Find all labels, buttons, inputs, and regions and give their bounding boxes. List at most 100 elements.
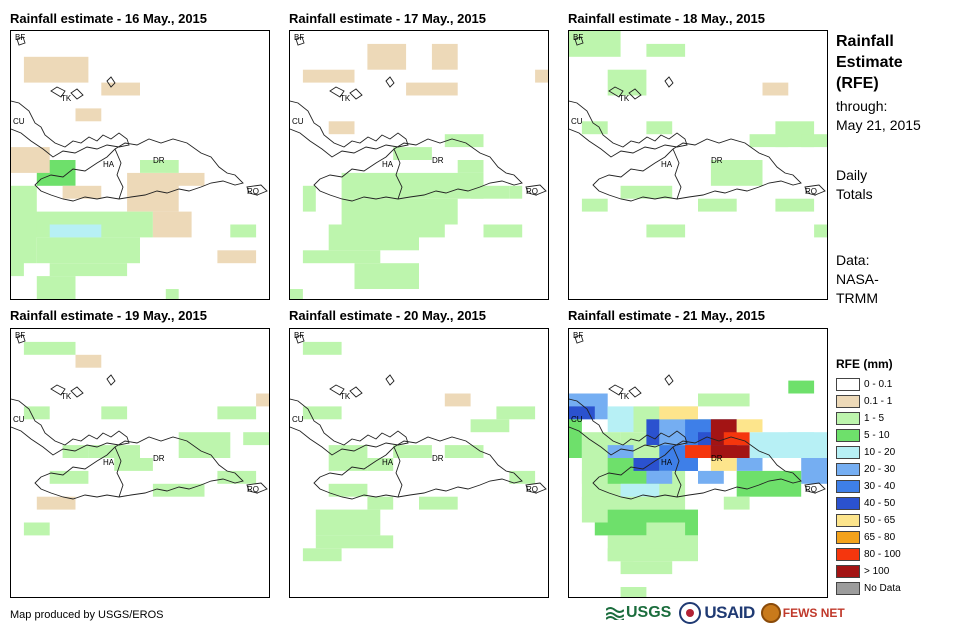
legend-swatch <box>836 565 860 578</box>
coastline <box>11 398 130 456</box>
legend-item: 20 - 30 <box>836 461 901 478</box>
rainfall-cell <box>646 522 686 549</box>
legend-label: 80 - 100 <box>864 549 901 560</box>
panel-title-20may: Rainfall estimate - 20 May., 2015 <box>289 308 487 323</box>
legend-item: No Data <box>836 580 901 597</box>
rainfall-cell <box>367 43 407 70</box>
rainfall-cell <box>256 393 269 407</box>
coastline <box>114 148 124 200</box>
country-label-tk: TK <box>619 94 630 103</box>
rainfall-cell <box>569 406 595 420</box>
rainfall-cell <box>165 289 179 299</box>
rainfall-cell <box>646 121 673 135</box>
legend-label: 0.1 - 1 <box>864 396 893 407</box>
rainfall-cell <box>328 121 355 135</box>
coastline <box>608 86 624 98</box>
map-panel-19may: BF TK CU HA DR RQ <box>10 328 270 598</box>
rainfall-cell <box>581 121 608 135</box>
rainfall-cell <box>230 224 257 238</box>
rainfall-cell <box>698 198 737 212</box>
map-panel-16may: BF TK CU HA DR RQ <box>10 30 270 300</box>
legend-swatch <box>836 531 860 544</box>
rainfall-cell <box>101 82 140 96</box>
rainfall-cell <box>75 354 102 368</box>
coastline <box>16 36 26 46</box>
legend-label: 20 - 30 <box>864 464 896 475</box>
coastline <box>114 446 124 498</box>
rainfall-cell <box>483 224 523 238</box>
country-label-rq: RQ <box>247 187 259 196</box>
fewsnet-logo: FEWS NET <box>760 603 845 623</box>
coastline <box>525 184 547 196</box>
rainfall-cell <box>457 160 484 173</box>
rainfall-cell <box>23 56 89 83</box>
rainfall-cell <box>114 458 153 471</box>
coastline <box>290 398 409 456</box>
coastline <box>11 100 130 158</box>
rainfall-cell <box>620 561 673 575</box>
map-panel-20may: BF TK CU HA DR RQ <box>289 328 549 598</box>
legend-swatch <box>836 480 860 493</box>
rainfall-cell <box>569 31 621 57</box>
legend-label: 30 - 40 <box>864 481 896 492</box>
coastline <box>592 138 802 202</box>
coastline <box>329 384 345 396</box>
rainfall-cell <box>315 535 394 549</box>
daily-totals-label: Daily Totals <box>836 167 873 202</box>
usgs-wave-icon <box>606 607 624 620</box>
legend-item: 80 - 100 <box>836 546 901 563</box>
usgs-logo: USGS <box>606 604 671 622</box>
rainfall-cell <box>152 483 205 497</box>
map-svg: BF TK CU HA DR RQ <box>290 33 548 299</box>
coastline <box>664 76 674 88</box>
legend-label: 50 - 65 <box>864 515 896 526</box>
country-label-bf: BF <box>573 33 583 42</box>
rainfall-cell <box>723 496 750 510</box>
rainfall-cell <box>178 432 231 458</box>
rainfall-cell <box>685 445 711 458</box>
fewsnet-globe-icon <box>760 603 781 623</box>
legend-item: 0.1 - 1 <box>836 393 901 410</box>
rainfall-cell <box>535 69 548 83</box>
coastline <box>16 334 26 344</box>
country-label-tk: TK <box>619 392 630 401</box>
rainfall-cell <box>62 445 89 458</box>
legend-swatch <box>836 412 860 425</box>
legend-label: > 100 <box>864 566 890 577</box>
rainfall-cell <box>341 172 484 199</box>
legend-item: 10 - 20 <box>836 444 901 461</box>
rainfall-cell <box>620 185 673 199</box>
rainfall-cell <box>140 160 179 173</box>
country-label-cu: CU <box>13 415 25 424</box>
panel-title-19may: Rainfall estimate - 19 May., 2015 <box>10 308 208 323</box>
legend-swatch <box>836 497 860 510</box>
panel-title-16may: Rainfall estimate - 16 May., 2015 <box>10 11 208 26</box>
rainfall-cell <box>49 470 89 484</box>
coastline <box>592 436 802 500</box>
rainfall-cell <box>633 458 660 471</box>
rainfall-cell <box>62 185 102 199</box>
coastline <box>525 482 547 494</box>
rainfall-cell <box>646 419 660 446</box>
rainfall-cell <box>607 548 634 562</box>
legend-swatch <box>836 582 860 595</box>
rainfall-cell <box>328 445 368 471</box>
panel-title-17may: Rainfall estimate - 17 May., 2015 <box>289 11 487 26</box>
country-label-ha: HA <box>382 160 394 169</box>
coastline <box>574 36 584 46</box>
panel-title-18may: Rainfall estimate - 18 May., 2015 <box>568 11 766 26</box>
map-panel-17may: BF TK CU HA DR RQ <box>289 30 549 300</box>
legend-label: 1 - 5 <box>864 413 885 424</box>
coastline <box>106 374 116 386</box>
rainfall-cell <box>581 496 608 523</box>
rainfall-cell <box>217 406 257 420</box>
coastline <box>313 138 523 202</box>
country-label-cu: CU <box>292 117 304 126</box>
usaid-seal-icon <box>679 602 702 624</box>
rainfall-cell <box>367 496 394 510</box>
legend-swatch <box>836 514 860 527</box>
rainfall-cell <box>775 198 815 212</box>
rainfall-cell <box>431 43 458 70</box>
rainfall-cell <box>659 406 698 420</box>
rainfall-cell <box>698 393 750 407</box>
